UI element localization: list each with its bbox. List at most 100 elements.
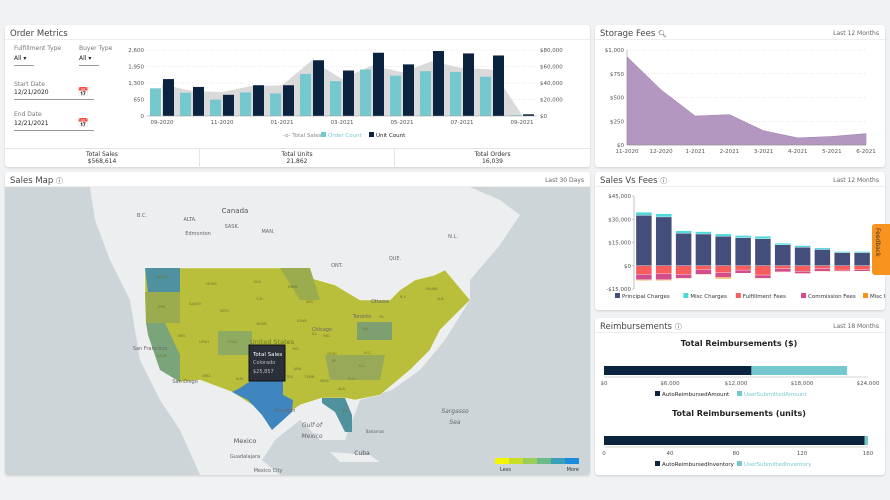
fulfillment-fees-bar — [834, 265, 851, 271]
card-title: Reimbursements ⓘ — [600, 322, 682, 332]
calendar-icon[interactable]: 📅 — [77, 88, 89, 98]
svg-text:$25,857: $25,857 — [253, 369, 274, 375]
order-count-bar — [240, 92, 251, 116]
order-count-bar — [360, 69, 371, 116]
state-label: KY. — [332, 359, 337, 363]
misc-charges-bar — [834, 251, 851, 253]
misc-fees-bar — [715, 277, 732, 279]
y-tick-label: 0 — [141, 114, 145, 120]
svg-text:Total Sales: Total Sales — [252, 352, 282, 358]
y2-tick-label: $40,000 — [540, 81, 563, 87]
svg-text:Toronto: Toronto — [352, 314, 371, 320]
buyer-type-select[interactable]: All ▾ — [79, 55, 99, 66]
us-region — [144, 267, 471, 429]
end-date-input[interactable]: 12/21/2021 📅 — [14, 119, 94, 131]
misc-charges-bar — [814, 247, 831, 250]
state-label: CALIF. — [157, 354, 168, 358]
principal-charges-bar — [695, 233, 712, 266]
info-icon[interactable]: ⓘ — [674, 323, 682, 331]
legend-swatch — [737, 461, 742, 466]
unit-count-bar — [223, 94, 234, 116]
y-tick-label: $30,000 — [608, 217, 631, 223]
fulfillment-fees-bar — [854, 265, 871, 270]
state-colorado — [218, 331, 252, 355]
y-tick-label: $15,000 — [608, 241, 631, 247]
misc-charges-bar — [695, 231, 712, 235]
stat-total-sales: Total Sales $568,614 — [5, 149, 200, 168]
search-icon[interactable]: 🔍︎ — [657, 30, 667, 38]
end-date-label: End Date — [14, 111, 42, 118]
commission-fees-bar — [794, 271, 811, 274]
legend-UserSubmittedInventory: UserSubmittedInventory — [744, 462, 812, 468]
date-range: Last 30 Days — [545, 177, 584, 184]
y-tick-label: -$15,000 — [606, 287, 631, 293]
principal-charges-bar — [675, 233, 692, 266]
commission-fees-bar — [675, 274, 692, 279]
principal-charges-bar — [834, 252, 851, 266]
unit-count-bar — [343, 70, 354, 116]
svg-text:San Francisco: San Francisco — [133, 346, 167, 352]
principal-charges-bar — [735, 237, 752, 266]
y-tick-label: $500 — [610, 96, 624, 102]
state-label: N.B. — [437, 297, 444, 301]
legend-more: More — [567, 467, 579, 473]
fulfillment-fees-bar — [735, 265, 752, 271]
x-tick-label: 6-2021 — [856, 149, 875, 155]
principal-charges-bar — [655, 216, 672, 266]
misc-charges-bar — [655, 213, 672, 218]
start-date-input[interactable]: 12/21/2020 📅 — [14, 88, 94, 100]
fulfillment-fees-bar — [774, 265, 791, 269]
order-count-bar — [420, 71, 431, 116]
commission-fees-bar — [655, 273, 672, 280]
card-header: Sales Map ⓘ Last 30 Days — [5, 172, 590, 187]
order-count-bar — [180, 92, 191, 116]
order-count-bar — [330, 81, 341, 116]
svg-text:MAN.: MAN. — [261, 229, 274, 235]
legend-swatch — [737, 391, 742, 396]
misc-charges-bar — [715, 233, 732, 237]
unit-count-bar — [433, 51, 444, 117]
x-tick-label: $18,000 — [791, 381, 814, 387]
state-label: N.Y. — [400, 295, 407, 299]
order-count-bar — [270, 93, 281, 116]
order-count-bar — [150, 88, 161, 116]
storage-fees-chart: $0 $250 $500 $750 $1,000 11-2020 12-2020 1-2021… — [605, 48, 876, 155]
fulfillment-type-select[interactable]: All ▾ — [14, 55, 34, 66]
y-tick-label: 1,950 — [128, 65, 144, 71]
unit-count-bar — [283, 85, 294, 116]
unit-count-bar — [373, 52, 384, 116]
state-label: OHIO — [327, 352, 337, 356]
y-tick-label: 1,300 — [128, 81, 144, 87]
legend-principal-charges: Principal Charges — [622, 294, 670, 300]
state-label: WASH. — [156, 275, 168, 279]
state-label: NEV. — [178, 334, 186, 338]
svg-text:Edmonton: Edmonton — [185, 231, 211, 237]
legend-total-sales: -o- Total Sales — [283, 133, 322, 139]
misc-charges-bar — [675, 230, 692, 234]
feedback-button[interactable]: Feedback — [872, 224, 890, 275]
x-tick-label: 07-2021 — [451, 120, 474, 126]
total-sales-area — [162, 60, 522, 116]
UserSubmittedAmount-bar — [751, 366, 848, 375]
fulfillment-fees-bar — [715, 265, 732, 273]
legend-color-swatch — [551, 458, 565, 464]
state-texas — [232, 378, 293, 430]
legend-swatch — [735, 293, 741, 298]
x-tick-label: $6,000 — [660, 381, 680, 387]
info-icon[interactable]: ⓘ — [660, 177, 668, 185]
x-tick-label: 5-2021 — [822, 149, 841, 155]
legend-UserSubmittedAmount: UserSubmittedAmount — [744, 392, 808, 398]
svg-text:Colorado: Colorado — [253, 360, 275, 366]
commission-fees-bar — [754, 274, 771, 279]
state-label: WIS. — [306, 300, 314, 304]
calendar-icon[interactable]: 📅 — [77, 119, 89, 129]
fulfillment-fees-bar — [675, 265, 692, 275]
y-tick-label: $1,000 — [605, 48, 625, 54]
reimbursements-chart: Total Reimbursements ($) $0 $6,000 $12,000 $… — [601, 339, 880, 468]
legend-AutoReimbursedInventory: AutoReimbursedInventory — [662, 462, 735, 468]
sales-map[interactable]: Canada B.C. ALTA. SASK. MAN. ONT. QUE. N.L. E… — [5, 187, 590, 475]
misc-charges-bar — [774, 243, 791, 245]
x-tick-label: 11-2020 — [616, 149, 639, 155]
state-label: COLO. — [227, 340, 238, 344]
info-icon[interactable]: ⓘ — [55, 177, 63, 185]
